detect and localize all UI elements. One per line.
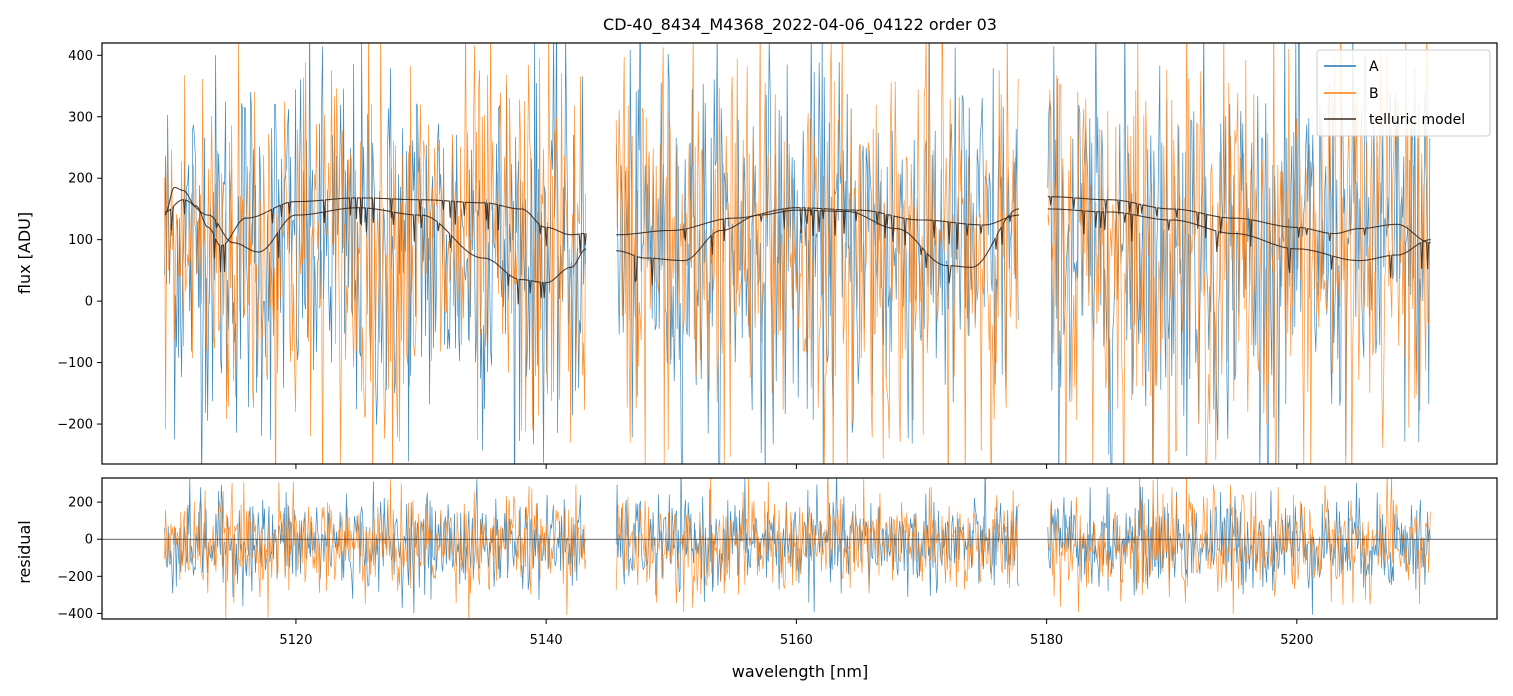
bottom-xtick-label: 5160 xyxy=(780,633,813,648)
telluric-model-curve-5 xyxy=(1047,196,1431,270)
legend-label-b: B xyxy=(1369,86,1379,102)
bottom-ytick-label: 200 xyxy=(68,496,93,511)
series-b-line xyxy=(164,43,1431,464)
telluric-model-curve-1 xyxy=(164,186,587,273)
top-x-axis xyxy=(295,464,1298,469)
telluric-model-curve-2 xyxy=(164,199,587,305)
bottom-xtick-label: 5200 xyxy=(1280,633,1313,648)
bottom-axes-frame xyxy=(101,477,1498,620)
top-ytick-label: −100 xyxy=(57,356,93,371)
bottom-ytick-label: −200 xyxy=(57,570,93,585)
top-ylabel: flux [ADU] xyxy=(15,212,34,294)
bottom-xtick-label: 5120 xyxy=(279,633,312,648)
top-ytick-label: 400 xyxy=(68,49,93,64)
top-ytick-label: 200 xyxy=(68,172,93,187)
bottom-plot-area xyxy=(102,478,1497,619)
bottom-xtick-label: 5140 xyxy=(530,633,563,648)
legend-label-a: A xyxy=(1369,59,1379,75)
top-y-axis: −200 −100 0 100 200 300 400 xyxy=(57,49,102,433)
top-ytick-label: −200 xyxy=(57,418,93,433)
top-axes-frame xyxy=(101,42,1498,465)
top-ytick-label: 0 xyxy=(85,295,93,310)
top-ytick-label: 100 xyxy=(68,233,93,248)
legend-label-telluric: telluric model xyxy=(1369,112,1465,128)
legend: A B telluric model xyxy=(1316,49,1491,137)
telluric-model-curve-3 xyxy=(616,207,1020,250)
chart-title: CD-40_8434_M4368_2022-04-06_04122 order … xyxy=(603,15,997,35)
bottom-ylabel: residual xyxy=(15,520,34,583)
legend-box xyxy=(1316,49,1491,137)
bottom-xtick-label: 5180 xyxy=(1030,633,1063,648)
bottom-ytick-label: −400 xyxy=(57,607,93,622)
bottom-y-axis: −400 −200 0 200 xyxy=(57,496,102,622)
x-axis-label: wavelength [nm] xyxy=(732,662,869,681)
residual-series-b-line xyxy=(164,478,1431,619)
telluric-model-curve-6 xyxy=(1047,208,1431,278)
top-ytick-label: 300 xyxy=(68,110,93,125)
bottom-x-axis: 5120 5140 5160 5180 5200 xyxy=(279,619,1313,648)
bottom-ytick-label: 0 xyxy=(85,533,93,548)
telluric-model-curve-4 xyxy=(616,208,1020,286)
top-plot-area xyxy=(164,43,1431,464)
